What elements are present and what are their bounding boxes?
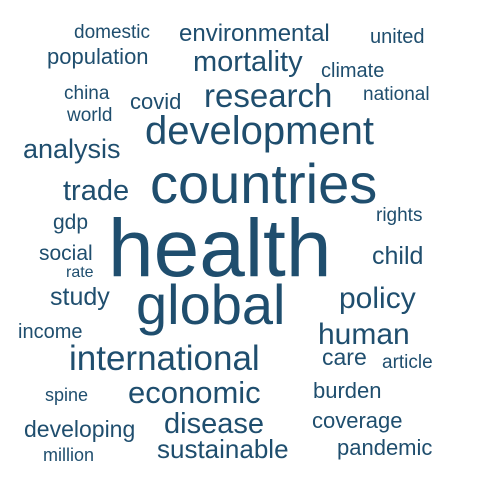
word-china: china xyxy=(64,83,110,104)
word-analysis: analysis xyxy=(23,134,121,164)
word-spine: spine xyxy=(45,385,88,405)
word-world: world xyxy=(66,105,112,126)
word-united: united xyxy=(370,26,425,48)
word-policy: policy xyxy=(339,282,416,315)
word-child: child xyxy=(372,242,423,270)
word-article: article xyxy=(382,352,433,373)
word-burden: burden xyxy=(313,378,382,403)
word-countries: countries xyxy=(150,152,377,215)
word-covid: covid xyxy=(130,89,181,114)
word-climate: climate xyxy=(321,60,384,82)
word-million: million xyxy=(43,445,94,465)
word-gdp: gdp xyxy=(53,211,88,234)
word-development: development xyxy=(145,109,374,153)
word-domestic: domestic xyxy=(74,22,150,43)
word-pandemic: pandemic xyxy=(337,435,432,460)
word-rights: rights xyxy=(376,205,422,226)
word-income: income xyxy=(18,321,82,343)
word-research: research xyxy=(204,77,332,114)
word-sustainable: sustainable xyxy=(157,434,289,464)
word-health: health xyxy=(108,203,331,294)
word-environmental: environmental xyxy=(179,20,330,47)
word-international: international xyxy=(69,339,260,378)
word-disease: disease xyxy=(164,408,264,440)
word-global: global xyxy=(136,273,285,336)
word-economic: economic xyxy=(128,375,261,410)
word-study: study xyxy=(50,283,110,311)
word-rate: rate xyxy=(66,264,94,281)
word-national: national xyxy=(363,84,430,105)
word-trade: trade xyxy=(63,175,129,207)
word-developing: developing xyxy=(24,416,135,442)
word-human: human xyxy=(318,318,410,351)
word-social: social xyxy=(39,242,93,265)
word-coverage: coverage xyxy=(312,408,403,433)
word-population: population xyxy=(47,44,149,69)
word-mortality: mortality xyxy=(193,46,303,78)
word-care: care xyxy=(322,344,367,370)
